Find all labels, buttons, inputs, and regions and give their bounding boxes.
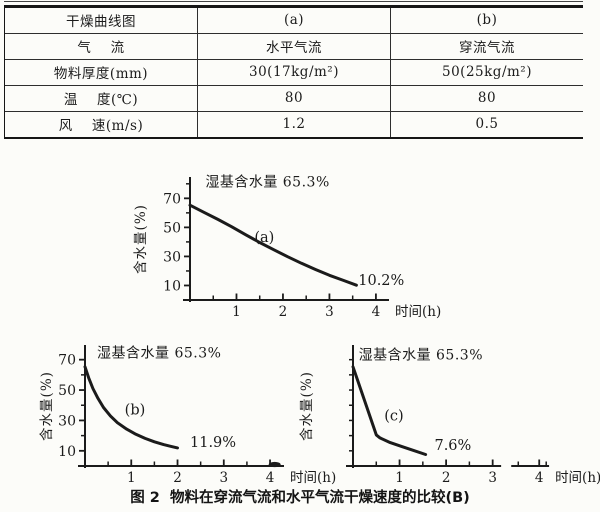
- table-body: 干燥曲线图 (a) (b) 气 流 水平气流 穿流气流 物料厚度(mm) 30(…: [4, 4, 583, 139]
- final-moisture-label: 11.9%: [190, 435, 236, 451]
- drying-curve: [188, 203, 358, 287]
- table-cell: 1.2: [198, 111, 391, 137]
- chart-a-canvas: 10 30 50 70 1 2 3 4 湿基含水量 65.3% (a) 10.2% 时间(h) 含水量(…: [133, 174, 441, 320]
- ink-smudge: [268, 461, 281, 468]
- x-tick-label: 3: [488, 470, 497, 486]
- table-cell: 温 度(℃): [5, 85, 198, 111]
- drying-curve: [83, 365, 179, 450]
- x-tick-label: 2: [442, 470, 451, 486]
- table-row: 物料厚度(mm) 30(17kg/m²) 50(25kg/m²): [5, 58, 583, 85]
- final-moisture-label: 7.6%: [434, 438, 471, 454]
- table-cell: 风 速(m/s): [5, 111, 198, 137]
- table-cell: 穿流气流: [459, 40, 515, 56]
- x-tick-label: 2: [173, 470, 182, 486]
- initial-moisture-annotation: 湿基含水量 65.3%: [359, 347, 483, 364]
- table-cell: 30(17kg/m²): [198, 59, 391, 85]
- x-tick-label: 3: [325, 304, 334, 320]
- x-tick-label: 4: [535, 470, 544, 486]
- table-cell: 水平气流: [198, 33, 391, 59]
- x-tick-label: 1: [395, 470, 404, 486]
- table-cell: (b): [476, 12, 498, 28]
- drying-curve-chart-b: 10 30 50 70 1 2 3 4 湿基含水量 65.3% (b) 11.9% 时间(h) 含水量(…: [29, 341, 363, 493]
- y-tick-label: 70: [163, 191, 181, 207]
- y-tick-label: 30: [163, 249, 181, 265]
- drying-conditions-table: 干燥曲线图 (a) (b) 气 流 水平气流 穿流气流 物料厚度(mm) 30(…: [4, 1, 583, 139]
- x-axis-title: 时间(h): [290, 470, 336, 486]
- x-axis-title: 时间(h): [555, 470, 600, 486]
- y-tick-label: 50: [58, 383, 76, 399]
- table-cell: 气 流: [5, 33, 198, 59]
- table-cell: 干燥曲线图: [5, 7, 198, 33]
- table-cell: 0.5: [475, 116, 499, 132]
- table-row: 风 速(m/s) 1.2 0.5: [5, 110, 583, 137]
- y-tick-label: 70: [58, 353, 76, 369]
- y-tick-label: 30: [58, 413, 76, 429]
- table-cell: 物料厚度(mm): [5, 59, 198, 85]
- table-row: 干燥曲线图 (a) (b): [5, 7, 583, 33]
- curve-letter-label: (c): [384, 408, 403, 424]
- drying-curve: [351, 365, 428, 456]
- table-cell: 80: [198, 85, 391, 111]
- x-tick-label: 1: [127, 470, 136, 486]
- x-tick-label: 4: [266, 470, 275, 486]
- x-tick-label: 3: [219, 470, 228, 486]
- final-moisture-label: 10.2%: [358, 273, 404, 289]
- y-tick-label: 50: [163, 220, 181, 236]
- figure-caption: 图 2 物料在穿流气流和水平气流干燥速度的比较(B): [130, 490, 470, 506]
- y-tick-label: 10: [58, 444, 76, 460]
- y-tick-label: 10: [163, 278, 181, 294]
- y-axis-title: 含水量(%): [299, 371, 315, 441]
- table-cell: 80: [477, 90, 497, 106]
- x-axis-title: 时间(h): [395, 304, 441, 320]
- chart-b-canvas: 10 30 50 70 1 2 3 4 湿基含水量 65.3% (b) 11.9% 时间(h) 含水量(…: [39, 344, 336, 486]
- chart-c-canvas: 1 2 3 4 湿基含水量 65.3% (c) 7.6% 时间(h) 含水量(%): [299, 345, 600, 486]
- table-row: 气 流 水平气流 穿流气流: [5, 32, 583, 59]
- x-tick-label: 1: [232, 304, 241, 320]
- drying-curve-chart-a: 10 30 50 70 1 2 3 4 湿基含水量 65.3% (a) 10.2% 时间(h) 含水量(…: [133, 174, 455, 326]
- initial-moisture-annotation: 湿基含水量 65.3%: [205, 174, 329, 191]
- curve-letter-label: (b): [125, 402, 146, 418]
- x-tick-label: 2: [279, 304, 288, 320]
- y-axis-title: 含水量(%): [133, 204, 149, 274]
- initial-moisture-annotation: 湿基含水量 65.3%: [97, 344, 221, 361]
- table-cell: (a): [198, 7, 391, 33]
- drying-curve-chart-c: 1 2 3 4 湿基含水量 65.3% (c) 7.6% 时间(h) 含水量(%): [297, 341, 600, 493]
- curve-letter-label: (a): [254, 230, 274, 246]
- table-cell: 50(25kg/m²): [442, 64, 532, 80]
- table-row: 温 度(℃) 80 80: [5, 84, 583, 111]
- y-axis-title: 含水量(%): [39, 371, 55, 441]
- x-tick-label: 4: [372, 304, 381, 320]
